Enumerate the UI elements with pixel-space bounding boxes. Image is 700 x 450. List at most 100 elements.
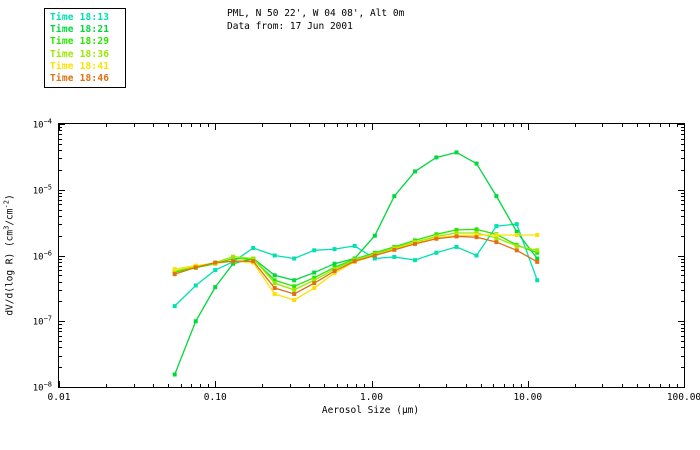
y-tick-mark [59,255,65,257]
y-minor-tick [681,169,684,171]
y-minor-tick [59,134,62,136]
y-minor-tick [681,281,684,283]
data-point [474,235,479,240]
data-point [292,256,297,261]
y-minor-tick [59,169,62,171]
x-minor-tick [520,124,522,127]
plot-inner [59,124,684,387]
x-minor-tick [356,384,358,387]
data-point [514,233,519,237]
y-tick-mark [59,189,65,191]
data-point [494,194,499,199]
x-minor-tick [446,384,448,387]
data-point [372,253,377,258]
legend-item-0: Time 18:13 [50,12,110,23]
data-point [454,234,459,239]
data-point [272,286,277,291]
data-point [514,243,519,248]
data-series-layer [172,150,540,377]
data-point [312,248,317,253]
y-tick-mark [678,124,684,125]
data-point [494,235,499,240]
x-minor-tick [659,124,661,127]
title-line-2: Data from: 17 Jun 2001 [227,21,353,32]
x-minor-tick [364,124,366,127]
y-minor-tick [681,331,684,333]
data-point [413,241,418,246]
y-minor-tick [681,138,684,140]
data-point [272,253,277,258]
y-minor-tick [681,192,684,194]
y-minor-tick [59,331,62,333]
y-tick-mark [678,255,684,257]
y-minor-tick [59,150,62,152]
y-minor-tick [59,127,62,128]
legend-item-4: Time 18:41 [50,60,110,72]
x-tick-mark [527,124,529,130]
y-minor-tick [681,199,684,201]
x-minor-tick [621,124,623,127]
x-minor-tick [309,124,311,127]
legend: Time 18:13 Time 18:21 Time 18:29 Time 18:36… [44,8,126,88]
data-point [312,270,317,275]
data-point [434,250,439,255]
data-point [454,244,459,249]
y-minor-tick [59,367,62,369]
data-point [193,319,198,324]
y-minor-tick [59,355,62,357]
data-point [292,291,297,296]
data-point [251,259,256,264]
x-minor-tick [649,124,651,127]
data-point [172,272,177,277]
y-minor-tick [59,224,62,226]
y-axis-title-main: dV/d(log R) (cm [4,229,16,316]
x-minor-tick [418,124,420,127]
y-minor-tick [59,196,62,198]
x-minor-tick [324,384,326,387]
data-point [213,285,218,290]
y-axis-title-sup2: -2 [2,200,11,209]
x-minor-tick [356,124,358,127]
y-minor-tick [59,265,62,267]
x-minor-tick [493,384,495,387]
x-minor-tick [668,124,670,127]
x-minor-tick [659,384,661,387]
data-point [474,230,479,235]
y-minor-tick [681,130,684,132]
data-point [474,233,479,237]
data-point [292,284,297,289]
data-point [272,291,277,296]
y-minor-tick [681,275,684,277]
x-minor-tick [289,384,291,387]
y-minor-tick [59,209,62,211]
y-tick-mark [59,387,65,388]
data-point [454,230,459,235]
x-tick-label-0: 0.01 [47,392,71,403]
x-minor-tick [446,124,448,127]
data-point [251,256,256,261]
x-minor-tick [493,124,495,127]
data-point [413,258,418,263]
x-minor-tick [133,384,135,387]
y-axis-title-mid: /cm [4,208,16,226]
y-minor-tick [681,127,684,128]
x-tick-mark [527,381,529,387]
x-minor-tick [153,384,155,387]
y-minor-tick [59,275,62,277]
data-point [535,259,540,264]
plot-area: 10−4 10−5 10−6 10−7 10−8 0.01 0.10 1.00 10.00 100… [33,118,700,404]
x-minor-tick [324,124,326,127]
y-minor-tick [59,270,62,272]
x-minor-tick [676,384,678,387]
y-minor-tick [681,209,684,211]
x-minor-tick [676,124,678,127]
data-point [514,248,519,253]
x-minor-tick [668,384,670,387]
y-minor-tick [59,235,62,237]
x-minor-tick [520,384,522,387]
y-tick-label-3: 10−7 [32,314,52,328]
y-minor-tick [681,143,684,145]
data-point [434,236,439,241]
y-minor-tick [59,158,62,160]
